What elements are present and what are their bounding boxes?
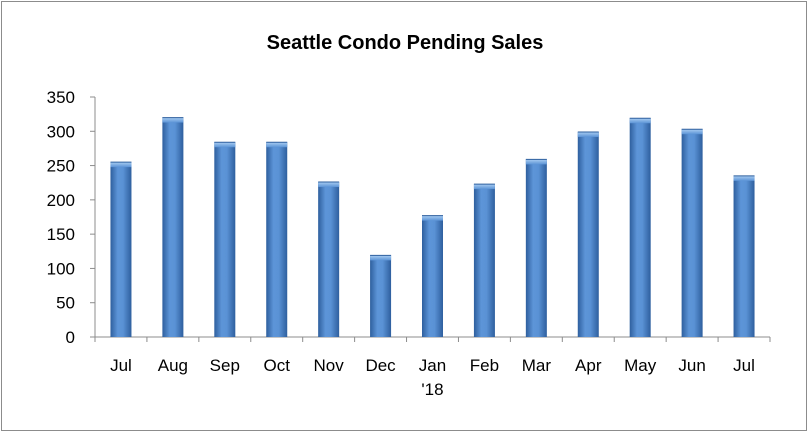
- bar-cap: [422, 215, 443, 221]
- bar-cap: [266, 142, 288, 148]
- x-tick-label: Sep: [210, 356, 240, 375]
- bar-cap: [110, 162, 132, 168]
- bar: [422, 215, 443, 337]
- bar-cap: [473, 184, 495, 190]
- bar: [318, 182, 340, 337]
- bar-cap: [681, 129, 703, 135]
- x-tick-label: Feb: [470, 356, 499, 375]
- bar: [577, 131, 599, 337]
- bar: [162, 117, 184, 337]
- y-tick-label: 100: [47, 259, 75, 278]
- bar-cap: [525, 159, 547, 165]
- bar: [525, 159, 547, 337]
- x-tick-label: Jul: [733, 356, 755, 375]
- x-tick-label: Mar: [522, 356, 552, 375]
- bar-cap: [162, 117, 184, 123]
- y-tick-label: 150: [47, 225, 75, 244]
- y-tick-label: 50: [56, 294, 75, 313]
- bar: [214, 142, 236, 337]
- y-tick-label: 0: [66, 328, 75, 347]
- bar-cap: [318, 182, 340, 188]
- x-tick-label: Oct: [264, 356, 291, 375]
- bar: [629, 118, 651, 337]
- x-tick-label: Dec: [365, 356, 396, 375]
- bar: [266, 142, 288, 337]
- chart-title: Seattle Condo Pending Sales: [266, 32, 544, 54]
- y-tick-label: 250: [47, 157, 75, 176]
- y-tick-label: 200: [47, 191, 75, 210]
- x-tick-label: Jan: [419, 356, 446, 375]
- bar: [110, 162, 132, 337]
- bar: [473, 184, 495, 337]
- bar: [681, 129, 703, 337]
- bar-cap: [629, 118, 651, 124]
- bar: [733, 175, 755, 337]
- x-tick-label: Aug: [158, 356, 188, 375]
- x-tick-label: Nov: [314, 356, 345, 375]
- y-tick-label: 300: [47, 122, 75, 141]
- x-tick-label: Apr: [575, 356, 602, 375]
- x-tick-label: '18: [421, 380, 443, 399]
- x-tick-label: May: [624, 356, 657, 375]
- y-tick-label: 350: [47, 88, 75, 107]
- bar-cap: [577, 131, 599, 137]
- bar-cap: [370, 255, 392, 261]
- bar: [370, 255, 392, 337]
- x-tick-label: Jun: [678, 356, 705, 375]
- x-tick-label: Jul: [110, 356, 132, 375]
- bar-cap: [214, 142, 236, 148]
- bar-cap: [733, 175, 755, 181]
